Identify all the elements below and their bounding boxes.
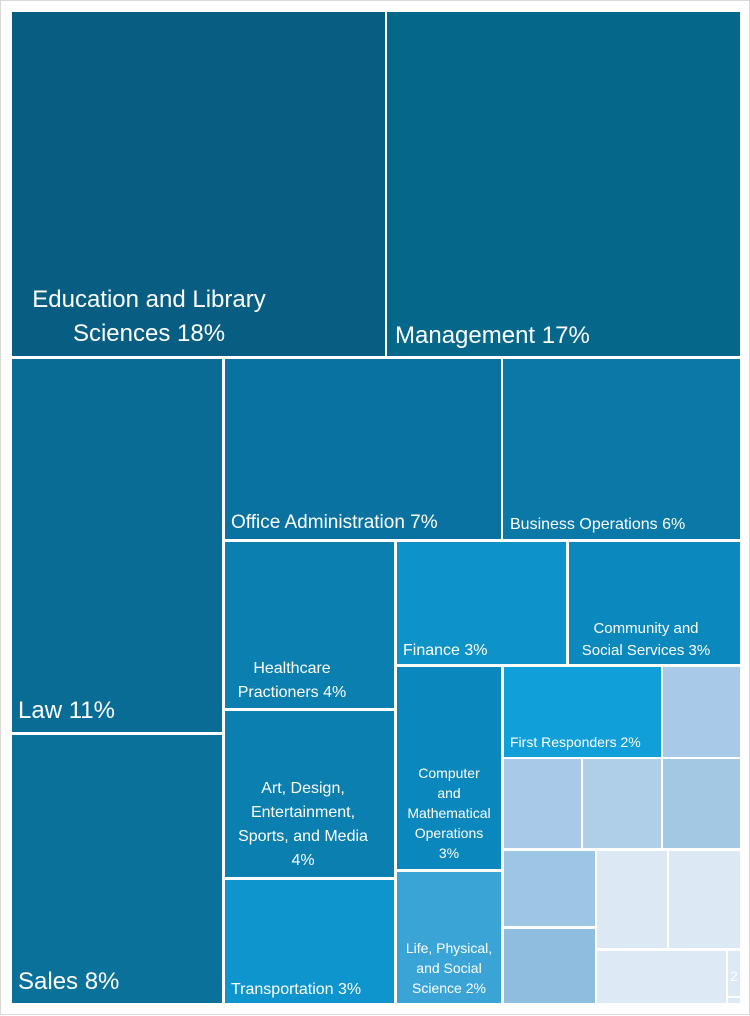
treemap-tile-sales: Sales 8% [12,735,222,1003]
treemap-tile-healthcare-practioners: Healthcare Practioners 4% [225,542,394,708]
treemap-tile-office-administration: Office Administration 7% [225,359,501,539]
treemap-rect [225,542,394,708]
treemap-label: Education and Library [32,286,265,313]
treemap-rect [504,851,595,926]
treemap-rect [397,872,501,1003]
treemap-rect [12,359,222,732]
treemap-label: First Responders 2% [510,734,641,750]
treemap-tile-unlabeled-24 [728,998,740,1003]
treemap-label: Operations [415,825,483,841]
treemap-label: 4% [291,852,314,869]
treemap-tile-transportation: Transportation 3% [225,880,394,1003]
treemap-tile-unlabeled-22 [597,951,726,1003]
treemap-tile-unlabeled-20 [597,851,667,948]
treemap-label: Computer [418,765,480,781]
treemap-tile-unlabeled-17 [663,759,740,848]
treemap-rect [669,851,740,948]
treemap-tile-unlabeled-14 [663,667,740,757]
treemap-tile-art-design-entertainment-sports-and-media: Art, Design, Entertainment, Sports, and Me… [225,711,394,877]
treemap-label: Transportation 3% [231,981,361,998]
treemap-rect [728,998,740,1003]
treemap-rect [12,12,385,356]
treemap-rect [504,667,661,757]
treemap-rect [504,929,595,1003]
treemap-rect [503,359,740,539]
treemap-rect [569,542,740,664]
treemap-tile-unlabeled-18 [504,851,595,926]
treemap-rect [397,542,566,664]
treemap-rect [225,711,394,877]
treemap-label: Law 11% [18,697,115,724]
treemap-rect [728,951,740,996]
treemap-label: Sciences 18% [73,320,225,347]
treemap-label: Business Operations 6% [510,516,685,533]
treemap-tile-community-and-social-services: Community and Social Services 3% [569,542,740,664]
treemap-tile-computer-and-mathematical-operations: Computer and Mathematical Operations 3% [397,667,501,869]
treemap-label: Sports, and Media [238,828,368,845]
treemap-label: Science 2% [412,980,486,996]
treemap-rect [397,667,501,869]
treemap-label: Mathematical [407,805,490,821]
treemap-label: Finance 3% [403,642,488,659]
treemap-tile-unlabeled-19 [504,929,595,1003]
treemap-label: Life, Physical, [406,940,492,956]
treemap-label: Art, Design, [261,780,345,797]
treemap-label: Office Administration 7% [231,512,438,533]
treemap-label: Practioners 4% [238,684,347,701]
treemap-tile-education-and-library-sciences: Education and Library Sciences 18% [12,12,385,356]
treemap-label: 3% [439,845,459,861]
treemap-label: Sales 8% [18,968,119,995]
treemap-tile-unlabeled-23: 2 [728,951,740,996]
treemap-label: Community and [593,620,698,637]
treemap-rect [225,880,394,1003]
treemap-tile-management: Management 17% [387,12,740,356]
treemap-label: and Social [416,960,481,976]
treemap-rect [597,851,667,948]
treemap-rect [583,759,661,848]
treemap-tile-first-responders: First Responders 2% [504,667,661,757]
treemap-label: and [437,785,460,801]
treemap-tile-business-operations: Business Operations 6% [503,359,740,539]
treemap-tile-unlabeled-15 [504,759,581,848]
treemap-rect [12,735,222,1003]
treemap-tile-life-physical-and-social-science: Life, Physical, and Social Science 2% [397,872,501,1003]
treemap-tile-law: Law 11% [12,359,222,732]
treemap-rect [597,951,726,1003]
treemap-label: Entertainment, [251,804,355,821]
treemap-rect [663,759,740,848]
treemap-rect [663,667,740,757]
treemap-label: 2 [730,968,738,984]
treemap-tile-unlabeled-16 [583,759,661,848]
treemap-rect [504,759,581,848]
treemap-label: Social Services 3% [582,642,710,659]
treemap-label: Management 17% [395,322,590,349]
treemap-tile-unlabeled-21 [669,851,740,948]
treemap-label: Healthcare [253,660,330,677]
treemap-tile-finance: Finance 3% [397,542,566,664]
treemap-rect [225,359,501,539]
treemap-rect [387,12,740,356]
